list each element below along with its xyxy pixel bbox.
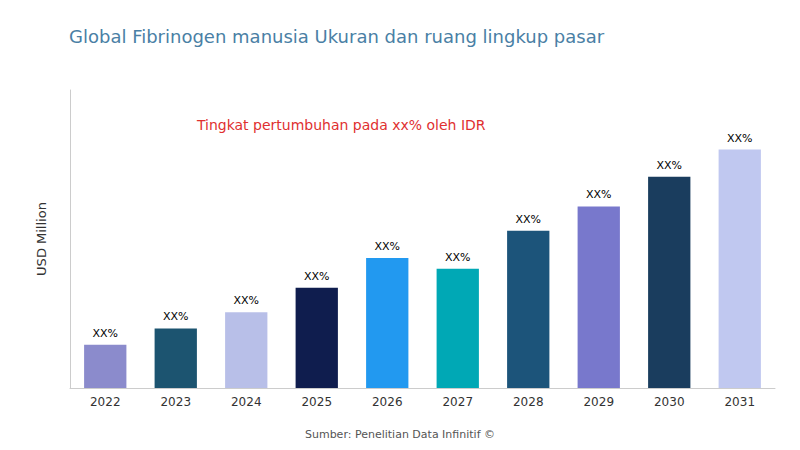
svg-text:XX%: XX% [374, 240, 400, 253]
svg-text:2027: 2027 [442, 395, 473, 409]
svg-text:2030: 2030 [654, 395, 685, 409]
svg-text:2022: 2022 [90, 395, 121, 409]
svg-text:Tingkat pertumbuhan pada xx% o: Tingkat pertumbuhan pada xx% oleh IDR [196, 117, 486, 133]
svg-text:XX%: XX% [586, 188, 612, 201]
svg-text:XX%: XX% [656, 159, 682, 172]
svg-text:Global Fibrinogen manusia Ukur: Global Fibrinogen manusia Ukuran dan rua… [69, 26, 605, 47]
svg-text:XX%: XX% [233, 294, 259, 307]
svg-text:XX%: XX% [515, 213, 541, 226]
svg-text:XX%: XX% [163, 310, 189, 323]
svg-text:XX%: XX% [92, 327, 118, 340]
svg-text:USD Million: USD Million [34, 202, 49, 276]
svg-text:2025: 2025 [301, 395, 332, 409]
svg-text:2028: 2028 [513, 395, 544, 409]
svg-text:2031: 2031 [724, 395, 755, 409]
svg-text:2026: 2026 [372, 395, 403, 409]
svg-text:XX%: XX% [304, 270, 330, 283]
svg-text:2023: 2023 [160, 395, 191, 409]
svg-text:XX%: XX% [445, 251, 471, 264]
svg-text:Sumber: Penelitian Data Infini: Sumber: Penelitian Data Infinitif © [305, 428, 495, 441]
svg-text:XX%: XX% [727, 132, 753, 145]
svg-text:2024: 2024 [231, 395, 262, 409]
svg-text:2029: 2029 [583, 395, 614, 409]
